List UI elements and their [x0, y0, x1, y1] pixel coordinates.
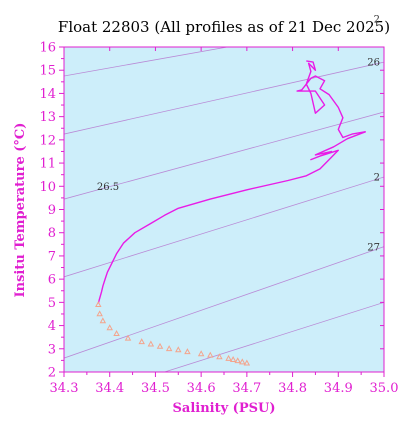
y-tick-label: 2	[48, 366, 56, 381]
y-tick-label: 15	[39, 64, 56, 79]
y-tick-label: 14	[39, 87, 56, 102]
y-tick-label: 7	[48, 249, 56, 264]
density-contour-line	[64, 47, 230, 77]
contour-label: 2	[374, 173, 380, 184]
deep-sample-marker	[156, 342, 164, 349]
density-contour-line	[164, 301, 384, 372]
x-tick-label: 34.9	[324, 381, 353, 396]
deep-sample-marker	[225, 354, 232, 361]
deep-sample-marker	[99, 317, 107, 324]
plot-area	[64, 47, 384, 372]
y-tick-label: 5	[48, 296, 56, 311]
x-tick-label: 35.0	[370, 381, 399, 396]
y-tick-label: 3	[48, 342, 56, 357]
y-axis: 2 3 4 5 6 7 8 9 10 11 12 13 14 15 16	[39, 41, 384, 381]
y-tick-label: 10	[39, 180, 56, 195]
deep-sample-marker	[96, 310, 103, 317]
y-tick-label: 12	[39, 133, 56, 148]
y-tick-label: 13	[39, 110, 56, 125]
contour-label: 26	[367, 58, 380, 69]
x-tick-label: 34.3	[50, 381, 79, 396]
deep-sample-marker	[113, 330, 120, 336]
x-axis: 34.3 34.4 34.5 34.6 34.7 34.8 34.9 35.0	[50, 47, 399, 396]
x-tick-label: 34.5	[141, 381, 170, 396]
density-contour-labels: 26.5 26 2 2 27	[97, 15, 380, 254]
deep-sample-marker	[147, 340, 155, 347]
deep-sample-marker	[243, 359, 251, 366]
y-axis-label: Insitu Temperature (°C)	[13, 123, 28, 298]
deep-sample-marker	[106, 324, 113, 331]
contour-label: 27	[367, 242, 380, 253]
x-tick-label: 34.6	[187, 381, 216, 396]
x-axis-label: Salinity (PSU)	[173, 401, 276, 416]
deep-sample-marker	[216, 353, 223, 360]
x-tick-label: 34.8	[278, 381, 307, 396]
profile-series	[95, 60, 366, 366]
deep-sample-marker	[239, 358, 246, 365]
deep-sample-marker	[138, 338, 145, 345]
contour-label: 26.5	[97, 182, 119, 193]
deep-sample-marker	[234, 357, 241, 364]
deep-sample-marker	[229, 356, 237, 362]
deep-sample-marker	[184, 348, 191, 355]
density-contour-line	[64, 111, 384, 200]
profile-line	[97, 131, 366, 304]
y-tick-label: 11	[39, 157, 56, 172]
chart-title: Float 22803 (All profiles as of 21 Dec 2…	[58, 18, 390, 36]
x-tick-label: 34.4	[95, 381, 124, 396]
x-tick-label: 34.7	[232, 381, 261, 396]
density-contours	[64, 47, 384, 372]
y-tick-label: 16	[39, 41, 56, 56]
y-tick-label: 6	[48, 273, 56, 288]
density-contour-line	[64, 61, 384, 135]
y-tick-label: 9	[48, 203, 56, 218]
deep-sample-marker	[124, 334, 132, 341]
deep-sample-marker	[95, 301, 102, 307]
deep-sample-marker	[197, 350, 205, 357]
contour-label: 2	[374, 15, 380, 26]
deep-sample-marker	[207, 351, 214, 358]
density-contour-line	[64, 246, 384, 359]
profile-line	[296, 60, 366, 139]
y-tick-label: 4	[48, 319, 56, 334]
y-tick-label: 8	[48, 226, 56, 241]
deep-sample-marker	[165, 345, 173, 352]
deep-sample-marker	[175, 346, 182, 353]
density-contour-line	[64, 176, 384, 278]
